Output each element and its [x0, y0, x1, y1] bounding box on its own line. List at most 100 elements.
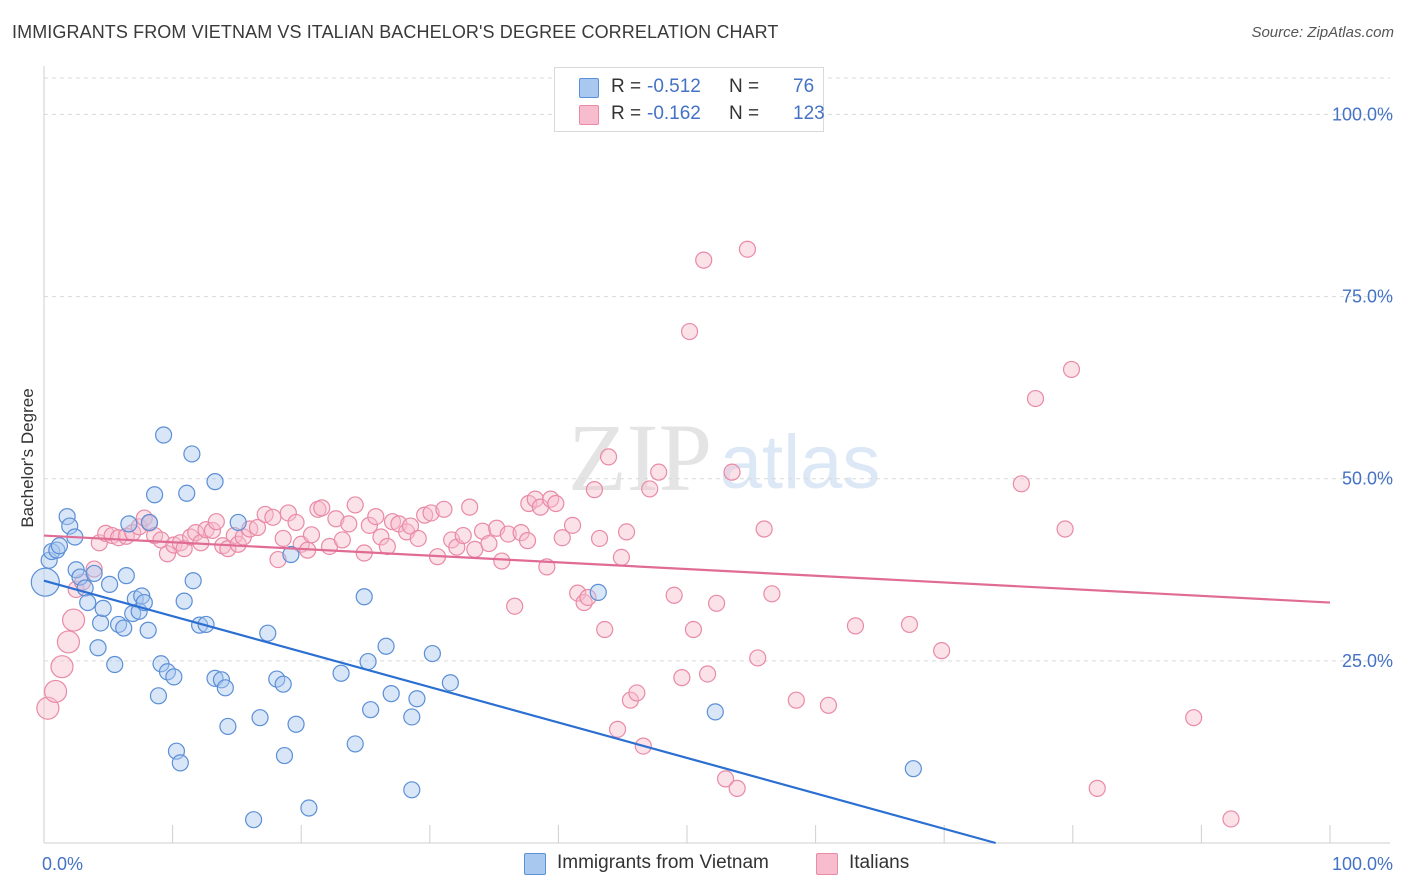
- vietnam-point: [212, 671, 231, 689]
- vietnam-point: [441, 674, 459, 692]
- vietnam-point: [117, 567, 135, 585]
- legend-n-value: 76: [793, 76, 815, 97]
- vietnam-point: [175, 592, 193, 610]
- vietnam-point: [346, 735, 364, 753]
- vietnam-point: [219, 717, 237, 736]
- italians-point: [302, 526, 321, 544]
- vietnam-point: [139, 621, 157, 639]
- y-tick-label: 75.0%: [1342, 287, 1393, 307]
- italians-point: [933, 642, 951, 660]
- vietnam-point: [178, 484, 196, 502]
- italians-point: [763, 585, 781, 603]
- italians-point: [158, 545, 177, 563]
- italians-point: [728, 779, 746, 797]
- italians-point: [264, 508, 282, 526]
- italians-point: [680, 322, 699, 341]
- italians-point: [480, 534, 498, 553]
- italians-point: [698, 665, 717, 683]
- vietnam-point: [120, 515, 138, 533]
- gridlines: [44, 77, 1390, 662]
- legend-n-value: 123: [793, 103, 825, 124]
- italians-point: [755, 520, 773, 538]
- italians-point: [50, 655, 74, 679]
- y-tick-label: 50.0%: [1342, 469, 1393, 489]
- italians-point: [346, 496, 364, 514]
- vietnam-point: [50, 537, 69, 555]
- legend-r-label: R =: [611, 76, 642, 97]
- italians-point: [340, 515, 358, 533]
- italians-point: [628, 684, 646, 702]
- vietnam-point: [154, 426, 173, 444]
- legend-n-label: N =: [729, 76, 760, 97]
- y-tick-label: 25.0%: [1342, 651, 1393, 671]
- italians-point: [569, 584, 587, 602]
- vietnam-point: [403, 708, 421, 726]
- vietnam-point: [287, 715, 305, 733]
- vietnam-point: [183, 445, 201, 463]
- italians-point: [650, 463, 668, 481]
- italians-point: [608, 720, 627, 738]
- italians-point: [707, 594, 726, 612]
- vietnam-point: [300, 799, 318, 817]
- vietnam-point: [106, 655, 124, 674]
- italians-point: [152, 531, 170, 549]
- italians-point: [422, 504, 440, 522]
- italians-point: [435, 500, 453, 518]
- italians-point: [203, 521, 222, 540]
- italians-point: [61, 608, 86, 632]
- watermark-atlas: atlas: [720, 420, 881, 505]
- italians-point: [187, 524, 205, 542]
- bottom-legend-label-vietnam: Immigrants from Vietnam: [557, 852, 769, 873]
- vietnam-point: [79, 593, 97, 612]
- legend-r-value: -0.162: [647, 103, 701, 124]
- vietnam-point: [423, 644, 441, 663]
- italians-point: [1222, 810, 1240, 828]
- legend-n-label: N =: [729, 103, 760, 124]
- italians-point: [695, 251, 713, 269]
- italians-point: [287, 513, 305, 532]
- italians-point: [1062, 360, 1081, 379]
- bottom-legend-label-italians: Italians: [849, 852, 910, 873]
- vietnam-point: [171, 754, 189, 772]
- italians-point: [585, 481, 604, 499]
- italians-point: [207, 513, 225, 531]
- italians-point: [499, 525, 517, 543]
- italians-point: [85, 560, 103, 578]
- italians-point: [401, 517, 420, 535]
- legend-r-label: R =: [611, 103, 642, 124]
- x-tick-label: 0.0%: [42, 854, 83, 874]
- vietnam-point: [85, 564, 103, 583]
- italians-point: [274, 529, 292, 548]
- vietnam-point: [61, 517, 79, 535]
- italians-point: [409, 529, 427, 548]
- italians-point: [56, 630, 81, 654]
- bottom-legend-swatch-vietnam: [524, 853, 546, 875]
- italians-point: [590, 529, 609, 548]
- italians-point: [1026, 389, 1045, 408]
- italians-point: [360, 516, 378, 534]
- watermark-zip: ZIP: [568, 404, 712, 511]
- italians-point: [846, 617, 865, 635]
- vietnam-point: [165, 668, 183, 686]
- italians-points: [36, 240, 1240, 828]
- italians-point: [506, 597, 524, 615]
- vietnam-point: [706, 703, 724, 721]
- italians-point: [563, 516, 582, 534]
- vietnam-point: [89, 639, 107, 657]
- vietnam-point: [115, 619, 133, 637]
- italians-point: [673, 669, 691, 687]
- vietnam-point: [362, 701, 380, 719]
- italians-point: [97, 524, 115, 542]
- italians-point: [819, 696, 838, 714]
- axes: [43, 66, 1390, 844]
- italians-point: [43, 679, 68, 704]
- legend-swatch-italians: [579, 105, 599, 125]
- italians-point: [367, 507, 385, 526]
- italians-point: [372, 528, 390, 546]
- vietnam-point: [904, 760, 922, 778]
- vietnam-point: [355, 588, 373, 606]
- vietnam-point: [184, 572, 202, 590]
- italians-point: [641, 480, 659, 498]
- italians-point: [684, 620, 703, 639]
